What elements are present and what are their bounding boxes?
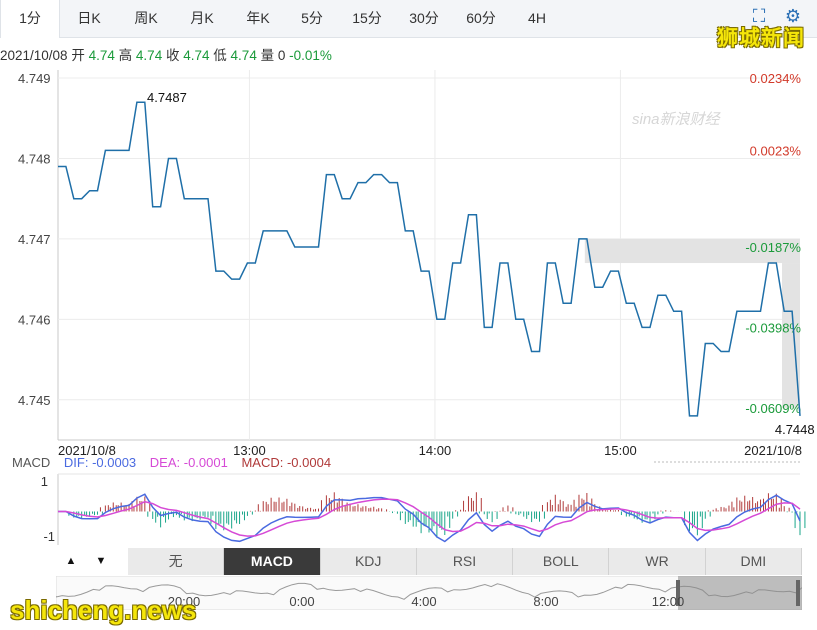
watermark-logo-bottom: shicheng.news [10,595,197,625]
macd-title: MACD [12,455,51,470]
navigator-tick: 0:00 [289,594,314,609]
navigator-tick: 4:00 [411,594,436,609]
tab-0[interactable]: 1分 [0,0,60,38]
pct-label: 0.0234% [750,71,802,86]
navigator-tick: 8:00 [533,594,558,609]
info-volume: 0 [277,48,286,63]
indicator-1[interactable]: MACD [224,548,321,575]
macd-value: MACD: -0.0004 [241,455,332,470]
navigator-tick: 12:00 [652,594,685,609]
price-annotation: 4.7487 [147,90,187,105]
fullscreen-icon[interactable]: ⛶ [752,6,766,26]
info-change: -0.01% [289,48,332,63]
indicator-3[interactable]: RSI [416,548,514,575]
indicator-0[interactable]: 无 [128,548,225,575]
x-tick-label: 15:00 [604,443,637,458]
navigator-tick: 20:00 [168,594,201,609]
tab-9[interactable]: 4H [528,10,546,26]
info-open: 4.74 [88,48,115,63]
pct-label: 0.0023% [750,143,802,158]
tab-5[interactable]: 5分 [301,10,323,26]
watermark-logo-top: 狮城新闻 [717,27,805,50]
price-line [58,101,801,417]
tab-4[interactable]: 年K [246,10,270,26]
navigator-handle-right [796,580,800,606]
indicator-6[interactable]: DMI [705,548,802,575]
macd-y-tick: -1 [43,529,55,544]
quote-info: 2021/10/08 开 4.74 高 4.74 收 4.74 低 4.74 量… [0,48,332,63]
indicator-5[interactable]: WR [609,548,706,575]
tab-8[interactable]: 60分 [466,10,496,26]
y-tick-label: 4.748 [18,151,51,166]
indicator-4[interactable]: BOLL [513,548,610,575]
x-tick-label: 13:00 [233,443,266,458]
sina-logo: sina新浪财经 [632,111,722,128]
tab-2[interactable]: 周K [134,10,158,26]
indicator-bar: 无 MACD KDJ RSI BOLL WR DMI [128,548,802,575]
price-chart[interactable]: 4.749 4.748 4.747 4.746 4.745 2021/10/8 13:00 1… [0,70,817,548]
info-high: 4.74 [135,48,163,63]
pct-label: -0.0609% [745,401,801,416]
info-date: 2021/10/08 [0,48,68,63]
y-tick-label: 4.745 [18,393,51,408]
period-tabs: 1分 日K 周K 月K 年K 5分 15分 30分 60分 4H [0,0,817,38]
x-tick-label: 2021/10/8 [58,443,116,458]
indicator-controls: ▲ ▼ 无 MACD KDJ RSI BOLL WR DMI [56,548,802,575]
settings-icon[interactable]: ⚙ [784,6,802,26]
dea-line [58,498,801,537]
chart-tools: ⛶ ⚙ [749,6,803,26]
tab-3[interactable]: 月K [190,10,214,26]
navigator-window [678,576,802,610]
tab-1[interactable]: 日K [77,10,101,26]
x-tick-label: 2021/10/8 [744,443,802,458]
macd-legend: MACD DIF: -0.0003 DEA: -0.0001 MACD: -0.… [12,455,341,470]
dea-value: DEA: -0.0001 [149,455,228,470]
price-band [584,238,800,264]
tab-7[interactable]: 30分 [409,10,439,26]
price-band-edge [782,263,800,408]
info-low: 4.74 [230,48,257,63]
y-tick-label: 4.747 [18,232,51,247]
indicator-2[interactable]: KDJ [320,548,417,575]
info-close: 4.74 [183,48,210,63]
dif-value: DIF: -0.0003 [63,455,137,470]
x-tick-label: 14:00 [419,443,452,458]
price-annotation: 4.7448 [775,422,815,437]
arrow-up-icon[interactable]: ▲ [65,555,77,567]
y-tick-label: 4.746 [18,312,51,327]
tab-6[interactable]: 15分 [352,10,382,26]
y-tick-label: 4.749 [18,71,51,86]
pct-label: -0.0398% [745,320,801,335]
time-navigator[interactable]: 20:00 0:00 4:00 8:00 12:00 [56,576,802,610]
arrow-down-icon[interactable]: ▼ [95,555,107,567]
navigator-handle-left [676,580,680,606]
macd-y-tick: 1 [41,474,48,489]
pct-label: -0.0187% [745,240,801,255]
